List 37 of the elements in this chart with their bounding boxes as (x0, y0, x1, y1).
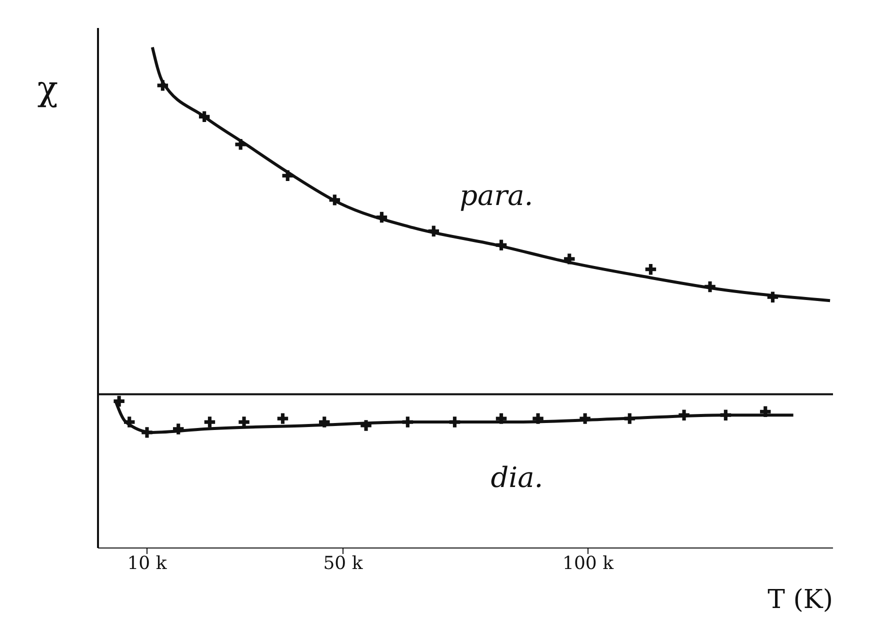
point (564, 254, 575, 264)
point (428, 226, 440, 237)
point (760, 406, 771, 417)
point (496, 240, 507, 250)
y-axis-title: χ (37, 69, 58, 110)
point (329, 194, 340, 206)
point (767, 292, 778, 302)
point (198, 111, 210, 122)
point (319, 416, 330, 428)
x-tick-label: 100 k (562, 552, 615, 574)
point (376, 212, 388, 223)
point (624, 413, 636, 424)
series-label: para. (460, 179, 534, 212)
point (142, 427, 152, 438)
point (704, 281, 716, 292)
point (402, 416, 414, 428)
point (277, 413, 288, 424)
point (235, 139, 246, 150)
x-axis-title: T (K) (768, 585, 833, 615)
point (678, 410, 690, 420)
point (204, 416, 216, 428)
point (720, 410, 732, 420)
point (238, 416, 250, 428)
point (580, 413, 590, 424)
point (282, 170, 293, 182)
point (360, 420, 372, 431)
point (114, 396, 124, 407)
point (532, 413, 544, 424)
point (124, 416, 135, 428)
point (157, 80, 168, 91)
x-tick-label: 10 k (127, 552, 168, 574)
point (496, 413, 507, 424)
point (172, 424, 184, 434)
series-label: dia. (490, 460, 544, 494)
point (449, 416, 460, 428)
point (645, 264, 656, 275)
x-tick-label: 50 k (323, 552, 364, 574)
